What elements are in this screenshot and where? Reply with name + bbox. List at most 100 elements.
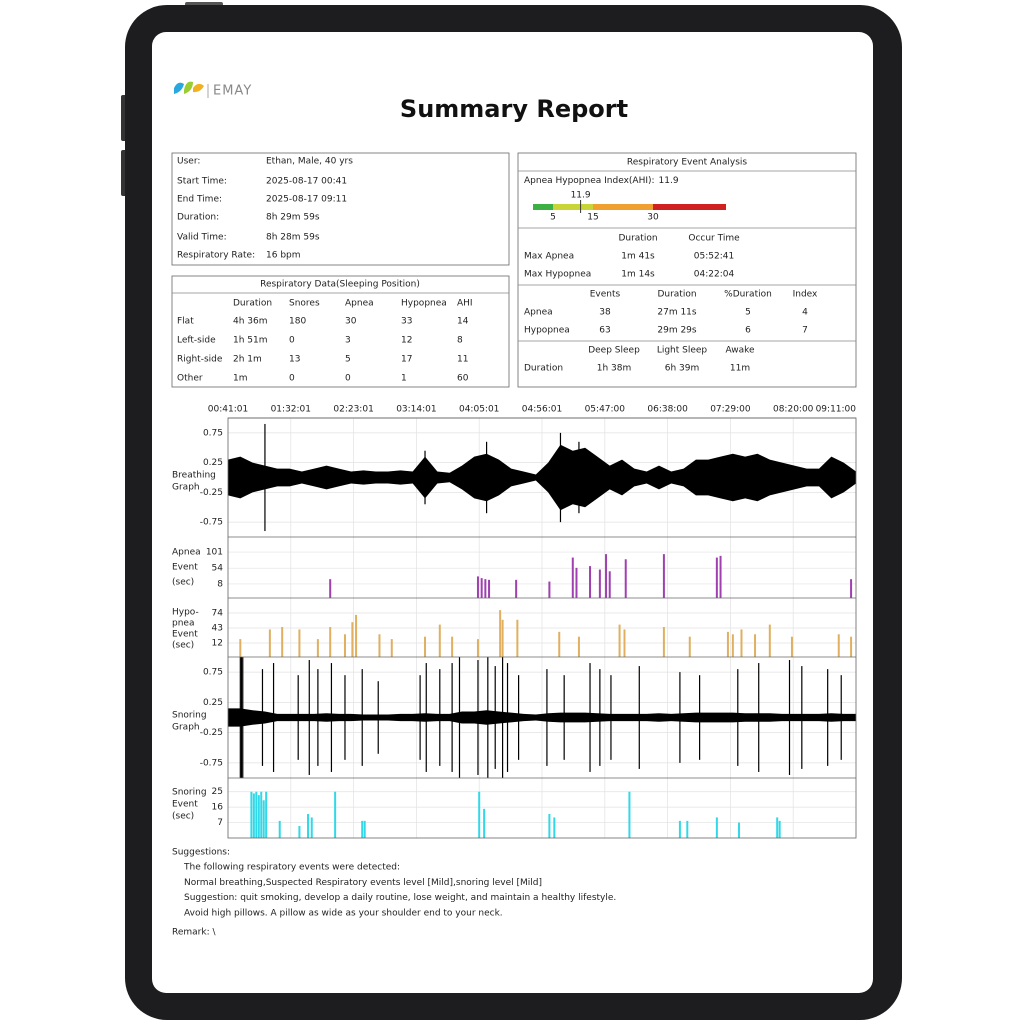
event-bar bbox=[598, 569, 601, 598]
event-analysis-box bbox=[517, 152, 857, 388]
panel-label: Event bbox=[172, 630, 198, 640]
row-label: Duration bbox=[524, 364, 563, 374]
y-tick-label: 16 bbox=[212, 803, 224, 813]
report-title: Summary Report bbox=[400, 95, 628, 123]
row-label: Apnea bbox=[524, 308, 553, 318]
ahi-line: Apnea Hypopnea Index(AHI): 11.9 bbox=[524, 176, 679, 186]
y-tick-label: 12 bbox=[212, 638, 223, 648]
event-bar bbox=[553, 817, 556, 838]
row-label: Max Apnea bbox=[524, 252, 574, 262]
event-bar bbox=[378, 634, 381, 657]
event-bar bbox=[605, 554, 608, 598]
event-bar bbox=[618, 624, 621, 657]
x-tick-label: 07:29:00 bbox=[710, 405, 751, 415]
ahi-segment bbox=[553, 204, 593, 210]
panel-label: Snoring bbox=[172, 711, 207, 721]
column-header: Occur Time bbox=[688, 234, 740, 244]
event-bar bbox=[499, 610, 502, 657]
table-cell: 6h 39m bbox=[665, 364, 700, 374]
event-bar bbox=[478, 791, 481, 838]
info-label: Valid Time: bbox=[177, 233, 227, 243]
panel-label: Snoring bbox=[172, 788, 207, 798]
event-bar bbox=[298, 629, 301, 657]
y-tick-label: 101 bbox=[206, 548, 223, 558]
column-header: AHI bbox=[457, 299, 473, 309]
table-cell: 13 bbox=[289, 355, 300, 365]
event-bar bbox=[278, 820, 281, 838]
table-cell: 17 bbox=[401, 355, 412, 365]
panel-label: Breathing bbox=[172, 471, 216, 481]
suggestion-line: Normal breathing,Suspected Respiratory e… bbox=[184, 878, 542, 888]
ahi-segment bbox=[653, 204, 726, 210]
event-bar bbox=[662, 554, 665, 598]
event-bar bbox=[575, 567, 578, 598]
column-header: Light Sleep bbox=[657, 346, 708, 356]
logo-text: EMAY bbox=[213, 84, 252, 99]
table-cell: 30 bbox=[345, 317, 357, 327]
row-label: Other bbox=[177, 374, 203, 384]
event-bar bbox=[260, 791, 263, 838]
column-header: Apnea bbox=[345, 299, 374, 309]
event-bar bbox=[740, 629, 743, 657]
event-bar bbox=[334, 791, 337, 838]
y-tick-label: 0.75 bbox=[203, 428, 223, 438]
event-bar bbox=[738, 822, 741, 838]
event-bar bbox=[850, 636, 853, 657]
event-bar bbox=[501, 619, 504, 657]
event-bar bbox=[239, 639, 242, 657]
event-bar bbox=[355, 614, 358, 657]
event-bar bbox=[577, 636, 580, 657]
event-bar bbox=[726, 631, 729, 657]
event-bar bbox=[678, 820, 681, 838]
table-cell: 27m 11s bbox=[657, 308, 697, 318]
y-tick-label: 8 bbox=[217, 579, 223, 589]
info-label: Start Time: bbox=[177, 177, 227, 187]
row-label: Left-side bbox=[177, 336, 216, 346]
event-bar bbox=[776, 817, 779, 838]
panel-label: (sec) bbox=[172, 578, 194, 588]
table-cell: 14 bbox=[457, 317, 469, 327]
event-bar bbox=[715, 557, 718, 598]
column-header: Index bbox=[793, 290, 818, 300]
x-tick-label: 08:20:00 bbox=[773, 405, 814, 415]
event-bar bbox=[548, 581, 551, 598]
ahi-level-label: 30 bbox=[647, 213, 659, 223]
row-label: Flat bbox=[177, 317, 194, 327]
table-cell: 6 bbox=[745, 326, 751, 336]
ahi-marker-label: 11.9 bbox=[571, 191, 591, 201]
event-bar bbox=[731, 634, 734, 657]
event-bar bbox=[343, 634, 346, 657]
event-bar bbox=[351, 622, 354, 657]
event-bar bbox=[316, 639, 319, 657]
row-label: Hypopnea bbox=[524, 326, 570, 336]
info-value: 8h 29m 59s bbox=[266, 213, 320, 223]
event-bar bbox=[390, 639, 393, 657]
y-tick-label: 0.25 bbox=[203, 698, 223, 708]
table-cell: 5 bbox=[345, 355, 351, 365]
event-bar bbox=[424, 636, 427, 657]
y-tick-label: 0.75 bbox=[203, 668, 223, 678]
table-cell: 1 bbox=[401, 374, 407, 384]
event-bar bbox=[329, 627, 332, 657]
x-tick-label: 05:47:00 bbox=[585, 405, 626, 415]
user-info-box bbox=[171, 152, 510, 266]
info-label: Respiratory Rate: bbox=[177, 251, 255, 261]
event-bar bbox=[484, 579, 487, 598]
panel-label: pnea bbox=[172, 619, 194, 629]
y-tick-label: 74 bbox=[212, 608, 224, 618]
event-bar bbox=[754, 634, 757, 657]
event-bar bbox=[686, 820, 689, 838]
suggestions-title: Suggestions: bbox=[172, 848, 230, 858]
table-cell: 04:22:04 bbox=[694, 270, 735, 280]
event-bar bbox=[515, 579, 518, 598]
x-tick-label: 06:38:00 bbox=[647, 405, 688, 415]
table-cell: 60 bbox=[457, 374, 469, 384]
event-bar bbox=[252, 793, 255, 838]
panel-label: Graph bbox=[172, 483, 200, 493]
screen bbox=[152, 32, 873, 993]
info-label: End Time: bbox=[177, 195, 222, 205]
x-tick-label: 02:23:01 bbox=[333, 405, 373, 415]
info-value: 16 bpm bbox=[266, 251, 301, 261]
table-cell: 11m bbox=[730, 364, 750, 374]
x-tick-label: 04:56:01 bbox=[522, 405, 562, 415]
